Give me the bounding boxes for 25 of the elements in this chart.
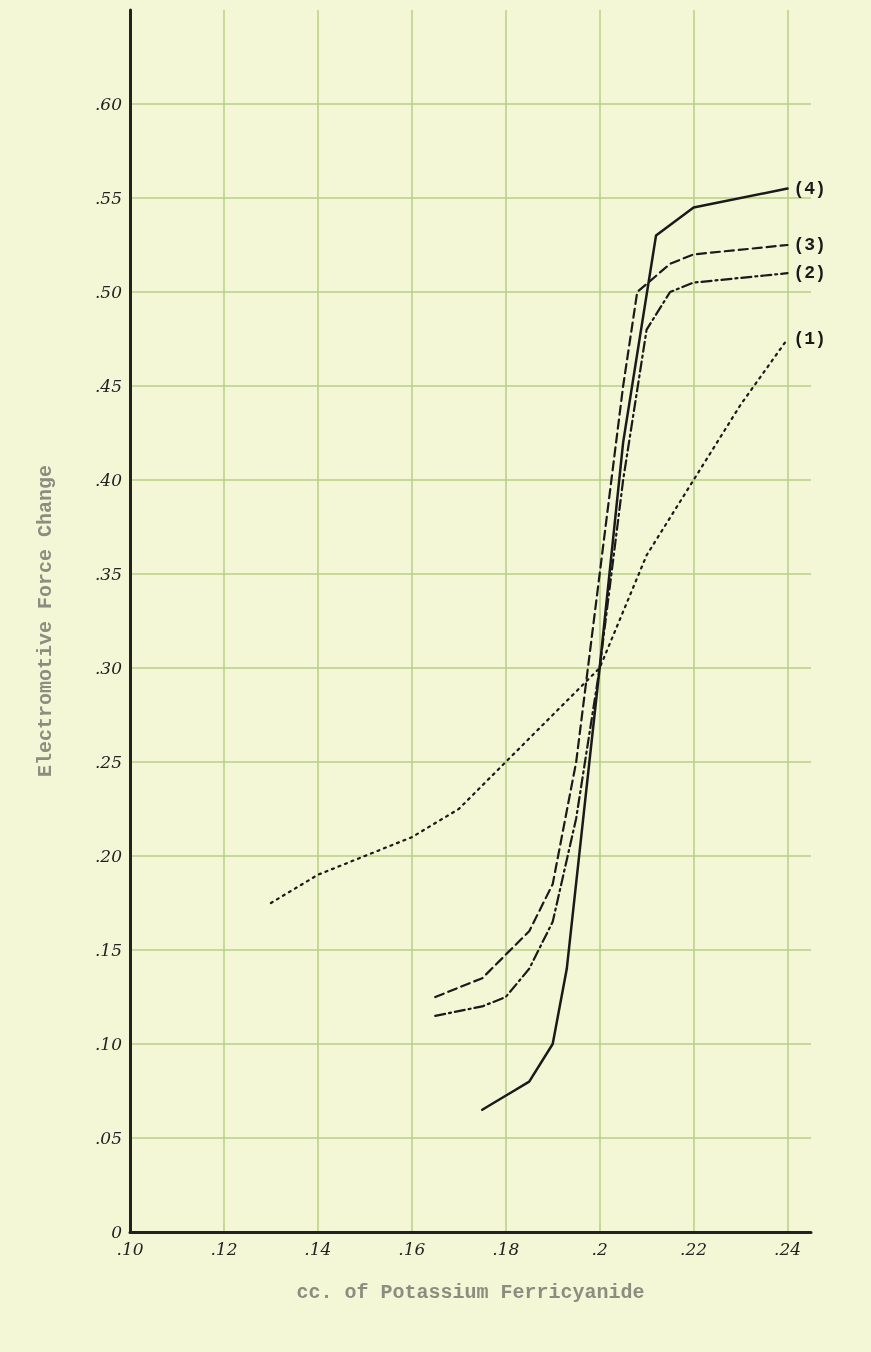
y-tick-label: .05 [94, 1128, 122, 1148]
y-axis-title: Electromotive Force Change [33, 464, 57, 778]
y-tick-label: .15 [94, 940, 122, 960]
x-tick-label: .12 [210, 1238, 238, 1259]
x-tick-label: .18 [492, 1238, 520, 1259]
y-tick-label: .25 [94, 752, 122, 772]
y-tick-label: .40 [94, 470, 123, 490]
x-tick-label: .16 [398, 1238, 426, 1259]
x-tick-label: .2 [591, 1238, 608, 1259]
y-tick-label: .55 [94, 188, 122, 208]
y-tick-label: .30 [94, 658, 123, 678]
series-label: (3) [793, 235, 826, 255]
y-tick-label: .35 [94, 564, 122, 584]
x-tick-label: .24 [773, 1238, 802, 1259]
series-label: (2) [793, 263, 826, 284]
x-tick-label: .14 [304, 1238, 332, 1259]
x-tick-label: .22 [680, 1238, 708, 1259]
y-tick-label: .45 [94, 376, 122, 396]
series-label: (4) [793, 178, 826, 199]
series-label: (1) [793, 329, 826, 349]
y-tick-label: .20 [94, 846, 123, 866]
y-tick-label: .60 [94, 94, 123, 114]
x-axis-title: cc. of Potassium Ferricyanide [296, 1280, 645, 1304]
y-tick-label: .50 [94, 282, 123, 302]
y-tick-label: .10 [94, 1034, 123, 1054]
